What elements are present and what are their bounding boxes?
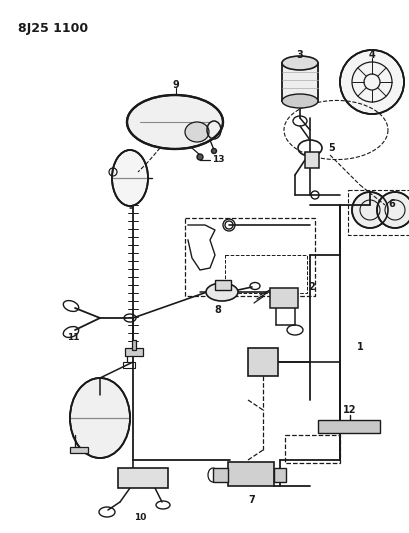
Text: 8J25 1100: 8J25 1100: [18, 22, 88, 35]
Circle shape: [340, 50, 404, 114]
Bar: [215, 280, 231, 290]
Bar: [318, 420, 380, 433]
Bar: [270, 288, 298, 308]
Text: 10: 10: [134, 513, 146, 522]
Ellipse shape: [282, 94, 318, 108]
Bar: [185, 218, 315, 296]
Bar: [125, 348, 143, 356]
Text: 8: 8: [215, 305, 221, 315]
Bar: [305, 152, 319, 168]
Bar: [282, 63, 318, 101]
Text: 2: 2: [309, 282, 315, 292]
Bar: [225, 255, 307, 293]
Bar: [132, 340, 136, 350]
Text: 1: 1: [357, 342, 363, 352]
Ellipse shape: [282, 56, 318, 70]
Bar: [248, 348, 278, 376]
Text: 11: 11: [67, 334, 79, 343]
Circle shape: [211, 149, 216, 154]
Circle shape: [352, 192, 388, 228]
Circle shape: [377, 192, 409, 228]
Text: 13: 13: [212, 156, 224, 165]
Text: 7: 7: [249, 495, 255, 505]
Bar: [228, 462, 274, 486]
Bar: [285, 435, 340, 463]
Ellipse shape: [206, 283, 238, 301]
Bar: [123, 362, 135, 368]
Ellipse shape: [70, 378, 130, 458]
Text: 3: 3: [297, 50, 303, 60]
Text: 6: 6: [389, 199, 396, 209]
Bar: [118, 468, 168, 488]
Text: 4: 4: [369, 50, 375, 60]
Text: 5: 5: [328, 143, 335, 153]
Text: 9: 9: [173, 80, 180, 90]
Ellipse shape: [112, 150, 148, 206]
Text: 12: 12: [343, 405, 357, 415]
Bar: [213, 468, 228, 482]
Circle shape: [197, 154, 203, 160]
Ellipse shape: [127, 95, 223, 149]
Bar: [70, 447, 88, 453]
Ellipse shape: [185, 122, 209, 142]
Bar: [274, 468, 286, 482]
